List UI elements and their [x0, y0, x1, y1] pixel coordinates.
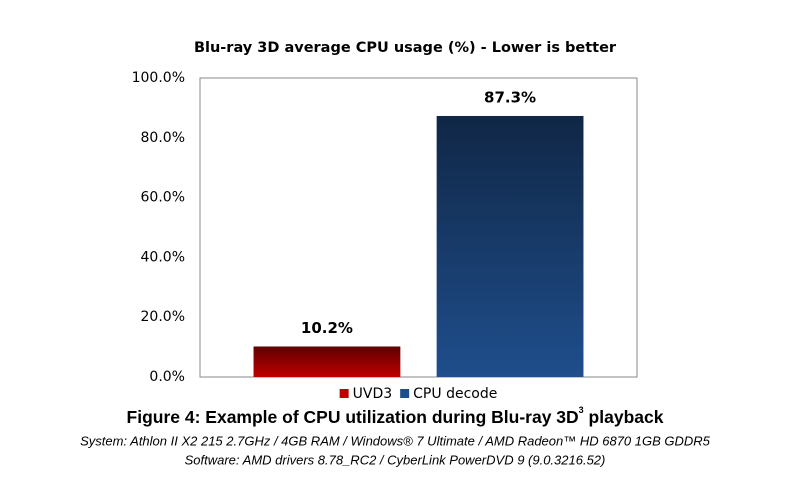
- y-tick-label: 80.0%: [141, 130, 185, 146]
- chart-title: Blu-ray 3D average CPU usage (%) - Lower…: [194, 40, 617, 56]
- caption-title-end: playback: [584, 407, 664, 427]
- caption-line: Software: AMD drivers 8.78_RC2 / CyberLi…: [185, 452, 606, 467]
- caption-title: Figure 4: Example of CPU utilization dur…: [127, 405, 664, 426]
- y-tick-label: 60.0%: [141, 190, 185, 206]
- y-tick-label: 40.0%: [141, 249, 185, 265]
- bar: [436, 115, 584, 378]
- data-label: 10.2%: [301, 319, 353, 337]
- caption-superscript: 3: [579, 405, 584, 415]
- caption-title-text: Figure 4: Example of CPU utilization dur…: [127, 407, 579, 427]
- y-tick-label: 100.0%: [132, 70, 185, 86]
- legend-swatch: [400, 389, 410, 398]
- bar: [253, 346, 401, 377]
- plot-area: [199, 77, 638, 378]
- caption-line: System: Athlon II X2 215 2.7GHz / 4GB RA…: [80, 433, 711, 448]
- legend-swatch: [339, 389, 349, 398]
- y-tick-label: 20.0%: [141, 309, 185, 325]
- y-tick-label: 0.0%: [149, 369, 185, 385]
- legend-label: CPU decode: [413, 386, 497, 402]
- data-label: 87.3%: [484, 88, 536, 106]
- legend-label: UVD3: [353, 386, 393, 402]
